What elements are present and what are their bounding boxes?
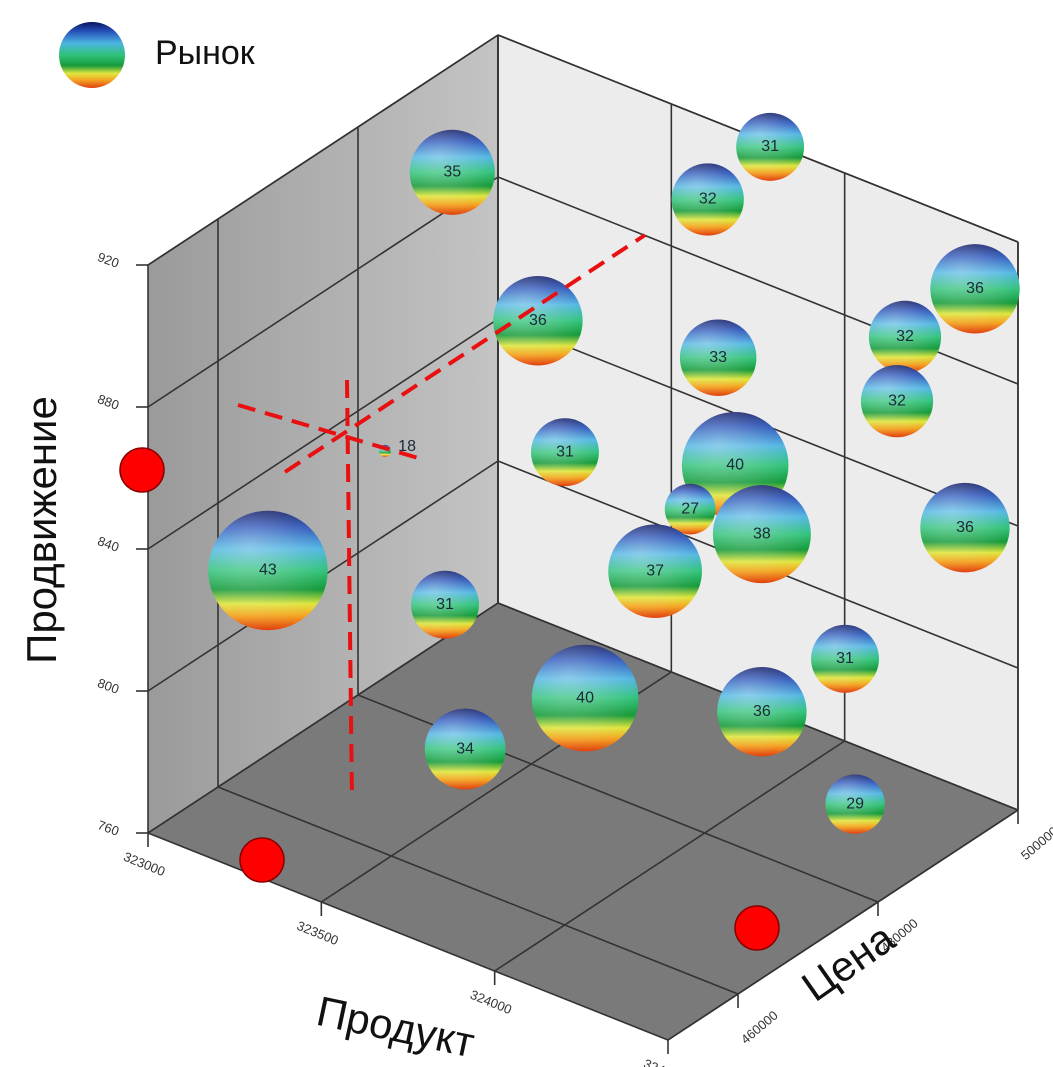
bubble-label: 31 [761, 138, 779, 155]
x-tick-label: 323500 [295, 918, 341, 948]
marker-dot [240, 838, 284, 882]
bubble-label: 36 [753, 703, 771, 720]
bubble-label: 35 [443, 164, 461, 181]
marker-dot [120, 448, 164, 492]
z-tick-label: 880 [96, 391, 122, 413]
z-tick-label: 800 [96, 675, 122, 697]
bubble-label: 40 [726, 457, 744, 474]
z-axis-title: Продвижение [18, 396, 65, 664]
bubble-label: 32 [699, 191, 717, 208]
bubble-label: 33 [709, 349, 727, 366]
bubble-label: 36 [529, 312, 547, 329]
x-tick-label: 324500 [641, 1056, 687, 1067]
y-tick-label: 460000 [738, 1007, 781, 1046]
page: 323000 323500 324000 324500 760 800 840 880 920 4… [0, 0, 1053, 1067]
legend-label: Рынок [155, 34, 256, 72]
bubble-label: 36 [956, 519, 974, 536]
bubble-label: 38 [753, 525, 771, 542]
chart: 323000 323500 324000 324500 760 800 840 880 920 4… [0, 0, 1053, 1067]
bubble-label: 29 [846, 795, 864, 812]
bubble-label: 31 [436, 596, 454, 613]
marker-dot [735, 906, 779, 950]
legend-swatch [59, 22, 125, 88]
y-tick-label: 500000 [1018, 823, 1053, 862]
bubble-label: 37 [646, 562, 664, 579]
bubble-label: 27 [681, 500, 699, 517]
x-tick-label: 323000 [121, 849, 167, 879]
bubble-label: 34 [456, 740, 474, 757]
x-axis-title: Продукт [313, 987, 479, 1066]
bubble-label: 32 [888, 392, 906, 409]
z-tick-label: 760 [96, 817, 122, 839]
bubble-label: 32 [896, 328, 914, 345]
legend: Рынок [59, 22, 256, 88]
z-tick-label: 840 [96, 533, 122, 555]
bubble-label: 40 [576, 689, 594, 706]
bubble-label: 43 [259, 562, 277, 579]
z-tick-label: 920 [96, 249, 122, 271]
bubble-label: 36 [966, 280, 984, 297]
bubble-label: 31 [556, 443, 574, 460]
x-tick-label: 324000 [468, 987, 514, 1017]
bubble-label: 31 [836, 650, 854, 667]
